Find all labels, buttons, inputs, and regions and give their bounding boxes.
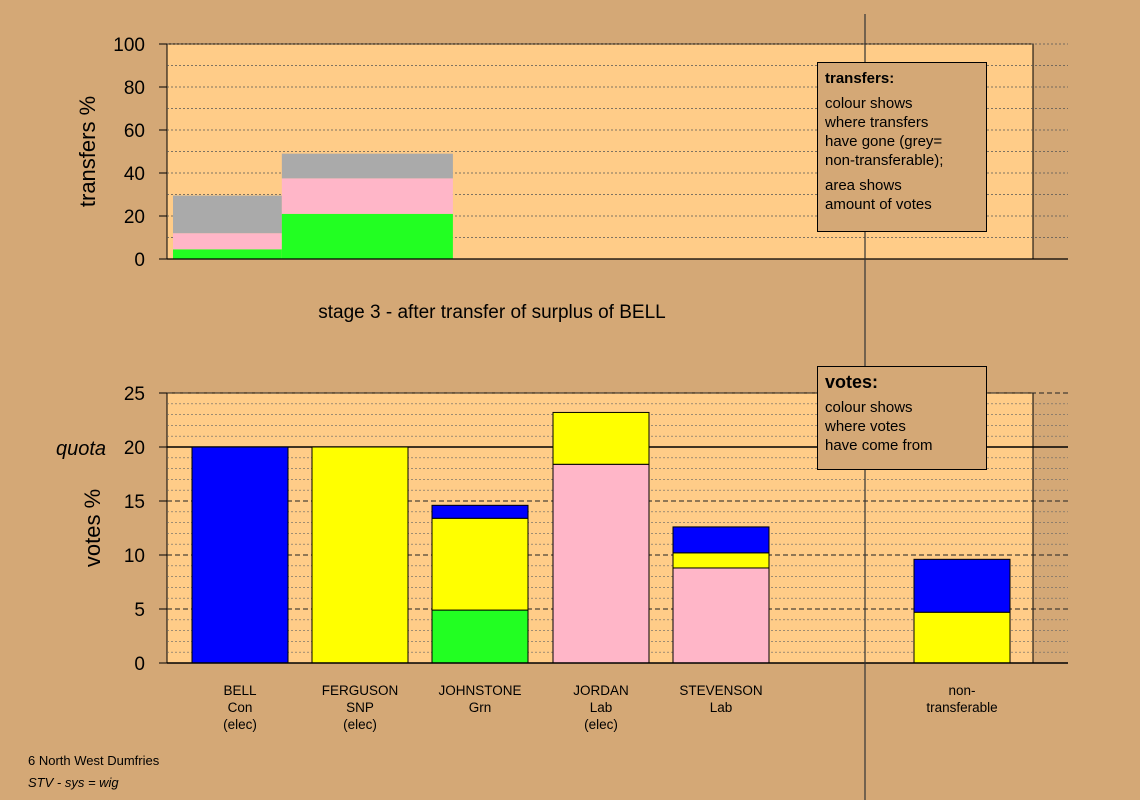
- footer-system: STV - sys = wig: [28, 775, 119, 790]
- votes-bar-1-segment: [311, 446, 409, 664]
- stage-caption: stage 3 - after transfer of surplus of B…: [318, 302, 665, 323]
- votes-y-tick-label: 15: [124, 492, 145, 513]
- candidate-label: FERGUSON: [322, 683, 399, 698]
- transfers-block-0-segment: [173, 195, 282, 234]
- votes-bar-2-segment: [431, 517, 529, 611]
- candidate-label: STEVENSON: [679, 683, 762, 698]
- candidate-label: Con: [228, 700, 253, 715]
- transfers-legend-line: have gone (grey=: [825, 133, 943, 150]
- transfers-block-1-segment: [281, 153, 453, 179]
- candidate-label: transferable: [926, 700, 997, 715]
- transfers-legend: transfers: colour shows where transfers …: [817, 62, 987, 232]
- transfers-y-tick-label: 60: [124, 121, 145, 142]
- transfers-y-tick-label: 100: [113, 35, 145, 56]
- transfers-y-tick-label: 40: [124, 164, 145, 185]
- candidate-label: Lab: [710, 700, 733, 715]
- votes-bar-3-segment: [552, 411, 650, 465]
- transfers-legend-line: area shows: [825, 177, 902, 194]
- quota-label: quota: [56, 438, 106, 460]
- transfers-block-0-segment: [173, 249, 282, 259]
- votes-y-tick-label: 5: [134, 600, 145, 621]
- candidate-label: (elec): [343, 717, 377, 732]
- transfers-y-tick-label: 20: [124, 207, 145, 228]
- votes-bar-2-segment: [431, 504, 529, 519]
- transfers-legend-line: colour shows: [825, 95, 913, 112]
- transfers-y-tick-label: 80: [124, 78, 145, 99]
- votes-bar-4-segment: [672, 526, 770, 554]
- votes-legend-title: votes:: [825, 372, 879, 392]
- candidate-label: Grn: [469, 700, 492, 715]
- transfers-legend-line: where transfers: [825, 114, 929, 131]
- transfers-legend-title: transfers:: [825, 70, 895, 87]
- transfers-y-tick-label: 0: [134, 250, 145, 271]
- transfers-legend-line: non-transferable);: [825, 152, 944, 169]
- candidate-label: JORDAN: [573, 683, 629, 698]
- transfers-block-0-segment: [173, 233, 282, 250]
- votes-bar-2-segment: [431, 609, 529, 664]
- votes-legend-line: have come from: [825, 437, 933, 454]
- transfers-legend-line: amount of votes: [825, 196, 932, 213]
- votes-y-tick-label: 20: [124, 438, 145, 459]
- transfers-block-1-segment: [281, 213, 453, 259]
- votes-bar-3-segment: [552, 463, 650, 664]
- candidate-label: Lab: [590, 700, 613, 715]
- votes-y-axis-label: votes %: [80, 489, 105, 567]
- candidate-label: (elec): [584, 717, 618, 732]
- votes-y-tick-label: 25: [124, 384, 145, 405]
- transfers-y-axis-label: transfers %: [75, 96, 100, 207]
- candidate-label: non-: [948, 683, 975, 698]
- candidate-label: (elec): [223, 717, 257, 732]
- footer-constituency: 6 North West Dumfries: [28, 753, 160, 768]
- candidate-label: BELL: [223, 683, 257, 698]
- votes-bar-4-segment: [672, 552, 770, 569]
- transfers-block-1-segment: [281, 178, 453, 214]
- candidate-label: SNP: [346, 700, 374, 715]
- votes-legend-line: colour shows: [825, 399, 913, 416]
- votes-bar-0-segment: [191, 446, 289, 664]
- votes-legend-line: where votes: [825, 418, 906, 435]
- votes-bar-5-segment: [913, 611, 1011, 664]
- votes-legend: votes: colour shows where votes have com…: [817, 366, 987, 470]
- votes-bar-4-segment: [672, 567, 770, 664]
- candidate-label: JOHNSTONE: [438, 683, 521, 698]
- votes-y-tick-label: 0: [134, 654, 145, 675]
- votes-bar-5-segment: [913, 558, 1011, 613]
- votes-y-tick-label: 10: [124, 546, 145, 567]
